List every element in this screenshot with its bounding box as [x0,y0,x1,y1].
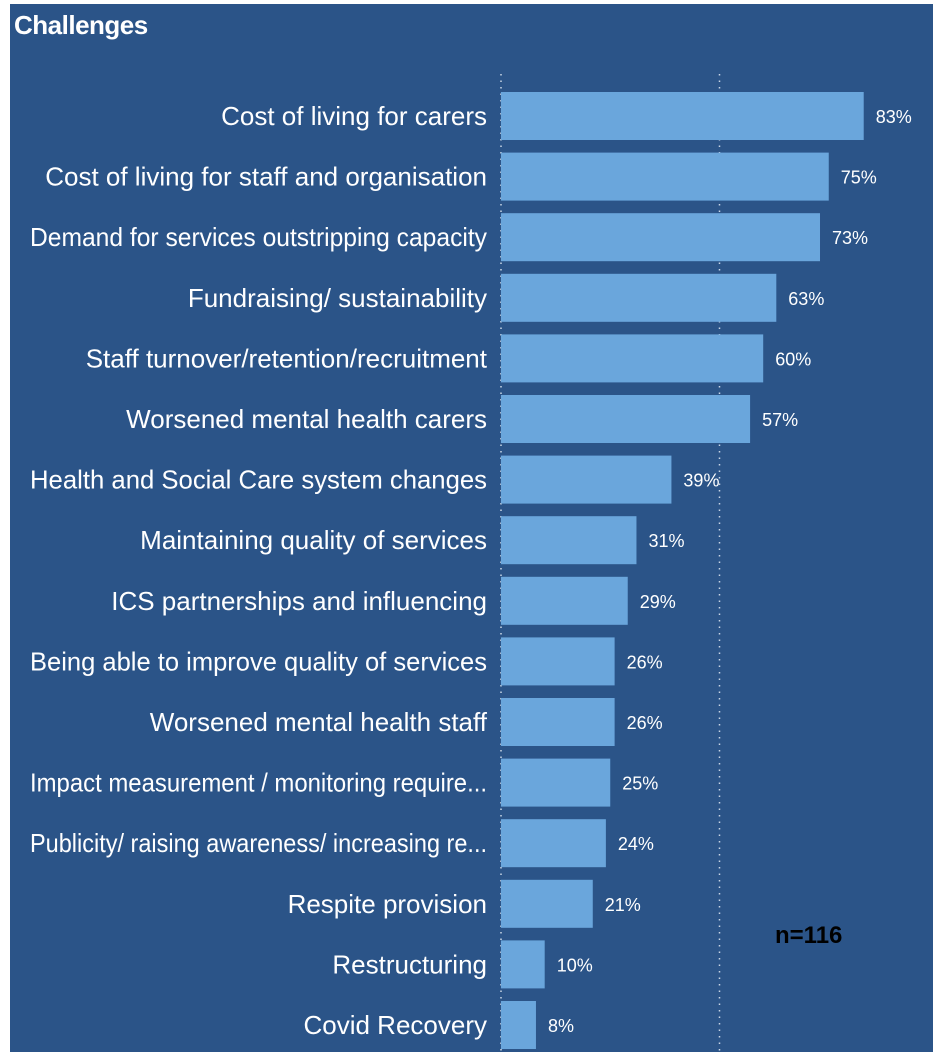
sample-size-annotation: n=116 [775,922,843,949]
category-label-14: Respite provision [288,889,487,919]
bar-6 [501,395,751,443]
category-label-6: Worsened mental health carers [126,404,487,434]
value-label-11: 26% [627,713,663,733]
bar-15 [501,940,545,989]
bar-4 [501,273,777,322]
category-label-12: Impact measurement / monitoring require.… [30,768,487,798]
category-label-3: Demand for services outstripping capacit… [30,222,487,252]
bar-16 [501,1001,536,1049]
category-label-15: Restructuring [332,949,487,979]
value-label-5: 60% [775,349,811,369]
value-label-8: 31% [648,531,684,551]
value-label-6: 57% [762,410,798,430]
value-label-16: 8% [548,1016,574,1036]
bar-1 [501,92,864,140]
bar-7 [501,455,672,504]
category-label-4: Fundraising/ sustainability [188,283,487,313]
category-label-2: Cost of living for staff and organisatio… [45,162,487,192]
bar-2 [501,152,829,201]
value-label-9: 29% [640,592,676,612]
category-label-10: Being able to improve quality of service… [30,646,487,676]
bar-5 [501,334,764,383]
value-label-7: 39% [683,471,719,491]
bar-12 [501,758,611,807]
category-label-16: Covid Recovery [303,1010,487,1040]
category-label-5: Staff turnover/retention/recruitment [86,343,488,373]
value-label-3: 73% [832,228,868,248]
value-label-2: 75% [841,168,877,188]
bar-14 [501,879,593,928]
category-label-9: ICS partnerships and influencing [111,586,487,616]
bar-13 [501,819,606,868]
value-label-14: 21% [605,895,641,915]
value-label-10: 26% [627,652,663,672]
value-label-1: 83% [876,107,912,127]
bar-3 [501,213,821,262]
bar-10 [501,637,615,686]
category-label-13: Publicity/ raising awareness/ increasing… [30,828,487,858]
category-label-7: Health and Social Care system changes [30,465,487,495]
value-label-12: 25% [622,774,658,794]
bar-9 [501,576,628,625]
bar-8 [501,516,637,565]
value-label-13: 24% [618,834,654,854]
category-label-1: Cost of living for carers [221,101,487,131]
category-label-8: Maintaining quality of services [140,525,487,555]
chart-title: Challenges [14,10,148,40]
bar-11 [501,698,615,746]
value-label-15: 10% [557,955,593,975]
category-label-11: Worsened mental health staff [150,707,488,737]
value-label-4: 63% [788,289,824,309]
